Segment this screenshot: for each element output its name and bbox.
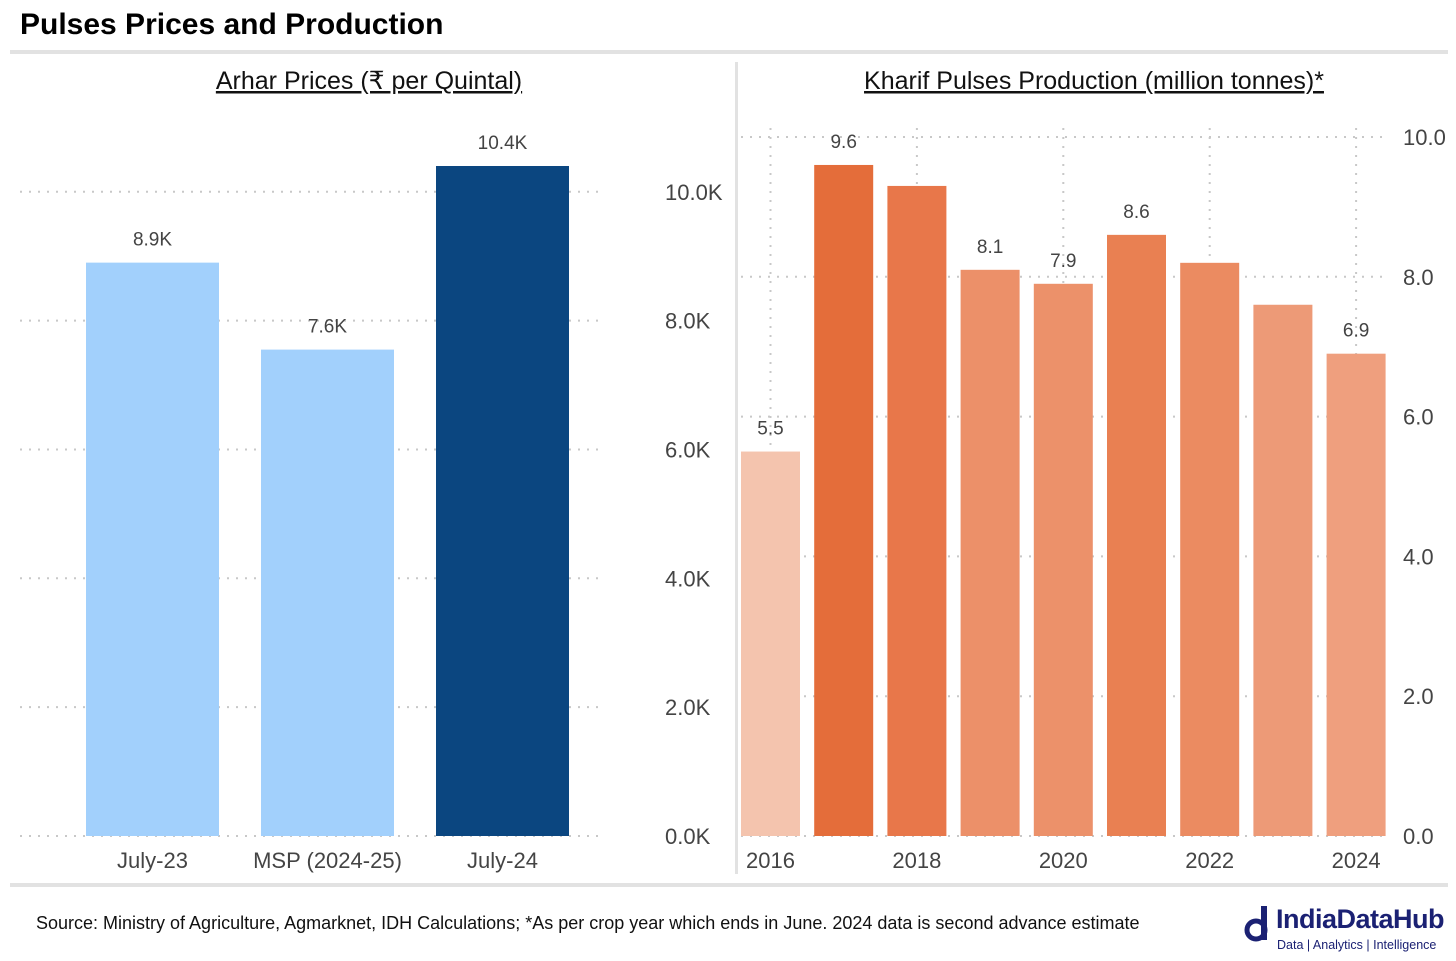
- chart-1-ytick-label: 10.0K: [665, 180, 723, 205]
- chart-2-bar: [960, 269, 1020, 836]
- chart-1-xtick-label: July-24: [467, 848, 538, 873]
- chart-2-bar: [1253, 304, 1313, 836]
- chart-2-data-label: 8.1: [977, 237, 1003, 258]
- chart-2-ytick-label: 4.0: [1403, 544, 1434, 569]
- logo-name: IndiaDataHub: [1276, 904, 1445, 934]
- chart-2-bar: [887, 185, 947, 836]
- chart-2-xtick-label: 2024: [1332, 848, 1381, 873]
- chart-1-ytick-label: 8.0K: [665, 309, 711, 334]
- chart-2-data-label: 7.9: [1050, 251, 1076, 272]
- chart-1-bar: [261, 349, 394, 836]
- chart-1-data-label: 8.9K: [133, 230, 172, 251]
- chart-1-data-label: 7.6K: [308, 317, 347, 338]
- chart-1-ytick-label: 2.0K: [665, 695, 711, 720]
- chart-1-ytick-label: 0.0K: [665, 824, 711, 849]
- chart-2-title: Kharif Pulses Production (million tonnes…: [864, 67, 1324, 95]
- chart-2-bar: [1107, 234, 1166, 837]
- chart-2-bar: [1180, 262, 1240, 836]
- page-title: Pulses Prices and Production: [20, 8, 444, 41]
- chart-1-ytick-label: 6.0K: [665, 437, 711, 462]
- chart-2-data-label: 8.6: [1123, 202, 1149, 223]
- chart-1-xtick-label: MSP (2024-25): [253, 848, 402, 873]
- chart-2-bar: [1326, 353, 1386, 836]
- chart-2-xtick-label: 2020: [1039, 848, 1088, 873]
- chart-2-xtick-label: 2022: [1185, 848, 1234, 873]
- chart-2-ytick-label: 2.0: [1403, 684, 1434, 709]
- chart-2-xtick-label: 2018: [892, 848, 941, 873]
- chart-2-bar: [814, 164, 874, 836]
- chart-1-ytick-label: 4.0K: [665, 566, 711, 591]
- chart-2-data-label: 9.6: [830, 132, 856, 153]
- source-note: Source: Ministry of Agriculture, Agmarkn…: [36, 913, 1140, 933]
- bottom-divider: [10, 883, 1448, 887]
- chart-2-ytick-label: 0.0: [1403, 824, 1434, 849]
- chart-2-bar: [1033, 283, 1093, 836]
- chart-2-bar: [741, 451, 800, 836]
- chart-1-data-label: 10.4K: [478, 133, 528, 154]
- logo-tagline: Data | Analytics | Intelligence: [1277, 938, 1437, 952]
- chart-1-bar: [86, 262, 219, 836]
- chart-1-bar: [436, 166, 569, 836]
- chart-2-ytick-label: 6.0: [1403, 405, 1434, 430]
- chart-2-ytick-label: 10.0: [1403, 125, 1446, 150]
- chart-2-data-label: 6.9: [1343, 321, 1369, 342]
- logo-mark-icon: [1244, 906, 1268, 942]
- panel-divider: [735, 62, 738, 874]
- chart-2-xtick-label: 2016: [746, 848, 795, 873]
- chart-1-xtick-label: July-23: [117, 848, 188, 873]
- top-divider: [10, 50, 1448, 54]
- chart-1-title: Arhar Prices (₹ per Quintal): [216, 67, 522, 95]
- chart-2-data-label: 5.5: [757, 419, 783, 440]
- brand-logo: IndiaDataHub Data | Analytics | Intellig…: [1244, 902, 1454, 958]
- chart-2-ytick-label: 8.0: [1403, 265, 1434, 290]
